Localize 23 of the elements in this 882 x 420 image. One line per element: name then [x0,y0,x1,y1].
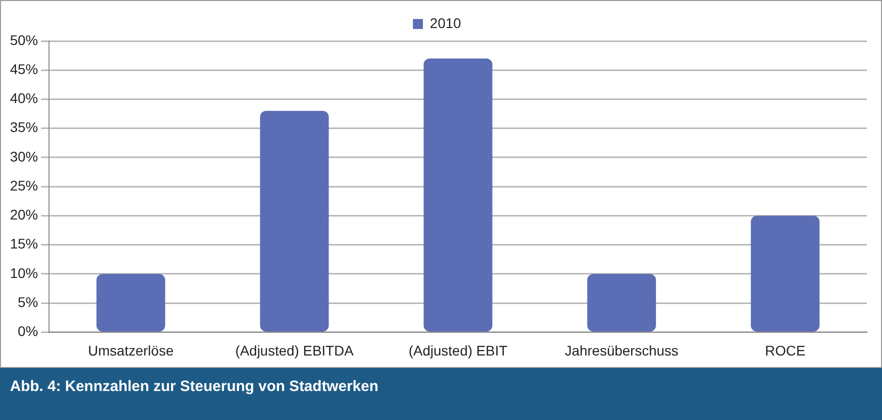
y-tick-label: 25% [10,177,38,194]
x-tick-label: Jahresüberschuss [564,342,678,358]
y-tick-label: 5% [18,294,38,310]
y-tick-label: 40% [10,90,38,106]
y-tick-label: 0% [18,323,38,340]
x-tick-label: Umsatzerlöse [88,342,174,358]
caption: Abb. 4: Kennzahlen zur Steuerung von Stadtwerken [0,368,882,420]
y-tick-label: 15% [10,236,38,252]
y-tick-label: 20% [10,206,38,223]
y-tick-label: 35% [10,119,38,136]
y-tick-label: 10% [10,264,38,281]
bar [424,58,492,332]
bar [260,110,329,332]
x-tick-label: (Adjusted) EBIT [408,342,508,358]
bar [750,216,820,332]
x-tick-label: ROCE [764,342,806,358]
x-tick-label: (Adjusted) EBITDA [235,342,354,358]
bar [587,274,656,332]
y-tick-label: 50% [10,32,38,48]
legend-label: 2010 [430,14,462,31]
y-tick-label: 45% [10,60,38,77]
y-tick-label: 30% [10,148,38,164]
bar [96,274,166,332]
